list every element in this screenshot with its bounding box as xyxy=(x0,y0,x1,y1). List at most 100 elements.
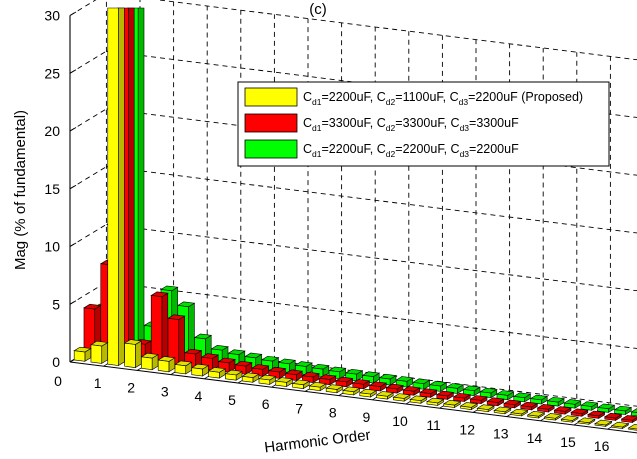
gridline-side xyxy=(69,281,107,305)
bar xyxy=(402,386,421,396)
legend-swatch xyxy=(244,139,298,159)
bar xyxy=(519,401,539,411)
bar xyxy=(603,412,623,421)
bar xyxy=(358,388,378,398)
bar-front xyxy=(570,412,583,417)
bar-front xyxy=(393,396,405,402)
x-tick-label: 15 xyxy=(560,434,576,450)
bar xyxy=(277,358,297,374)
bar xyxy=(335,376,354,388)
y-tick-mark xyxy=(69,242,77,247)
bar xyxy=(73,346,92,362)
bar-front xyxy=(208,370,220,379)
x-tick-label: 5 xyxy=(228,392,236,408)
legend-entry: Cd1=2200uF, Cd2=1100uF, Cd3=2200uF (Prop… xyxy=(244,87,583,107)
bar-front xyxy=(537,407,549,413)
y-tick-label: 25 xyxy=(44,65,60,81)
y-axis-title: Mag (% of fundamental) xyxy=(12,110,29,270)
bar xyxy=(627,424,637,431)
bar xyxy=(412,378,431,390)
bar xyxy=(462,385,481,397)
bar-front xyxy=(544,416,556,421)
bar-front xyxy=(604,416,616,421)
legend-entry: Cd1=3300uF, Cd2=3300uF, Cd3=3300uF xyxy=(244,113,519,133)
bar-front xyxy=(470,398,482,404)
bar xyxy=(368,381,388,392)
gridline-back-horizontal xyxy=(106,223,637,292)
bar-front xyxy=(141,356,153,371)
bar-front xyxy=(150,295,163,365)
bar-front xyxy=(107,7,119,366)
bar xyxy=(167,314,186,367)
bar xyxy=(610,421,630,430)
bar xyxy=(543,413,563,421)
legend-label: Cd1=3300uF, Cd2=3300uF, Cd3=3300uF xyxy=(303,116,519,133)
bar-side xyxy=(135,340,142,369)
bar-front xyxy=(292,383,304,389)
x-tick-label: 8 xyxy=(329,405,337,421)
bar xyxy=(157,356,176,373)
bar-front xyxy=(580,404,593,411)
bar xyxy=(274,377,294,388)
bar-front xyxy=(527,414,539,419)
bar-front xyxy=(225,373,237,381)
bar xyxy=(90,340,109,364)
bar xyxy=(594,419,613,427)
legend-label: Cd1=2200uF, Cd2=2200uF, Cd3=2200uF xyxy=(303,142,519,159)
bar xyxy=(217,357,236,373)
bar xyxy=(476,404,495,413)
bar-front xyxy=(611,425,623,429)
bar xyxy=(392,393,411,402)
x-tick-label: 6 xyxy=(262,396,270,412)
bar xyxy=(351,379,371,390)
y-tick-label: 0 xyxy=(52,354,60,370)
bar xyxy=(587,410,606,419)
bar-front xyxy=(443,403,455,408)
bar-front xyxy=(577,421,590,425)
bar-front xyxy=(124,342,136,368)
bar xyxy=(375,391,395,400)
bar xyxy=(563,399,582,409)
bar-front xyxy=(453,396,465,402)
bar xyxy=(318,374,337,386)
bar xyxy=(570,408,589,417)
legend-label: Cd1=2200uF, Cd2=1100uF, Cd3=2200uF (Prop… xyxy=(303,90,583,107)
bar xyxy=(580,401,599,411)
bar-front xyxy=(510,412,523,417)
bar-front xyxy=(520,405,532,411)
bar xyxy=(291,379,311,390)
legend-box xyxy=(237,81,610,167)
bar xyxy=(258,374,277,385)
bar xyxy=(596,403,616,413)
bar xyxy=(150,291,169,365)
bar-side xyxy=(128,7,135,361)
x-tick-label: 3 xyxy=(161,384,169,400)
bar xyxy=(620,415,637,424)
bar-front xyxy=(359,392,371,398)
x-tick-label: 14 xyxy=(527,430,543,446)
x-axis-title: Harmonic Order xyxy=(263,427,371,457)
bar-front xyxy=(503,403,516,409)
bar-front xyxy=(554,409,566,415)
y-tick-mark xyxy=(69,11,77,16)
bar-front xyxy=(419,391,432,398)
x-tick-label: 9 xyxy=(363,409,371,425)
bar-series xyxy=(73,7,637,431)
bar-front xyxy=(174,364,187,375)
gridline-back-horizontal xyxy=(155,0,637,61)
bar xyxy=(385,383,404,394)
bar xyxy=(613,405,633,416)
bar xyxy=(174,360,193,375)
bar-front xyxy=(309,385,321,392)
bar-front xyxy=(493,410,506,415)
bar-side xyxy=(118,7,125,367)
bar-front xyxy=(275,380,287,387)
bar-side xyxy=(161,292,169,365)
bar-front xyxy=(597,407,609,413)
bar xyxy=(207,367,227,379)
bar xyxy=(479,387,498,399)
axis-edge xyxy=(69,361,637,434)
chart-title: (c) xyxy=(309,1,327,18)
y-tick-mark xyxy=(69,69,77,74)
